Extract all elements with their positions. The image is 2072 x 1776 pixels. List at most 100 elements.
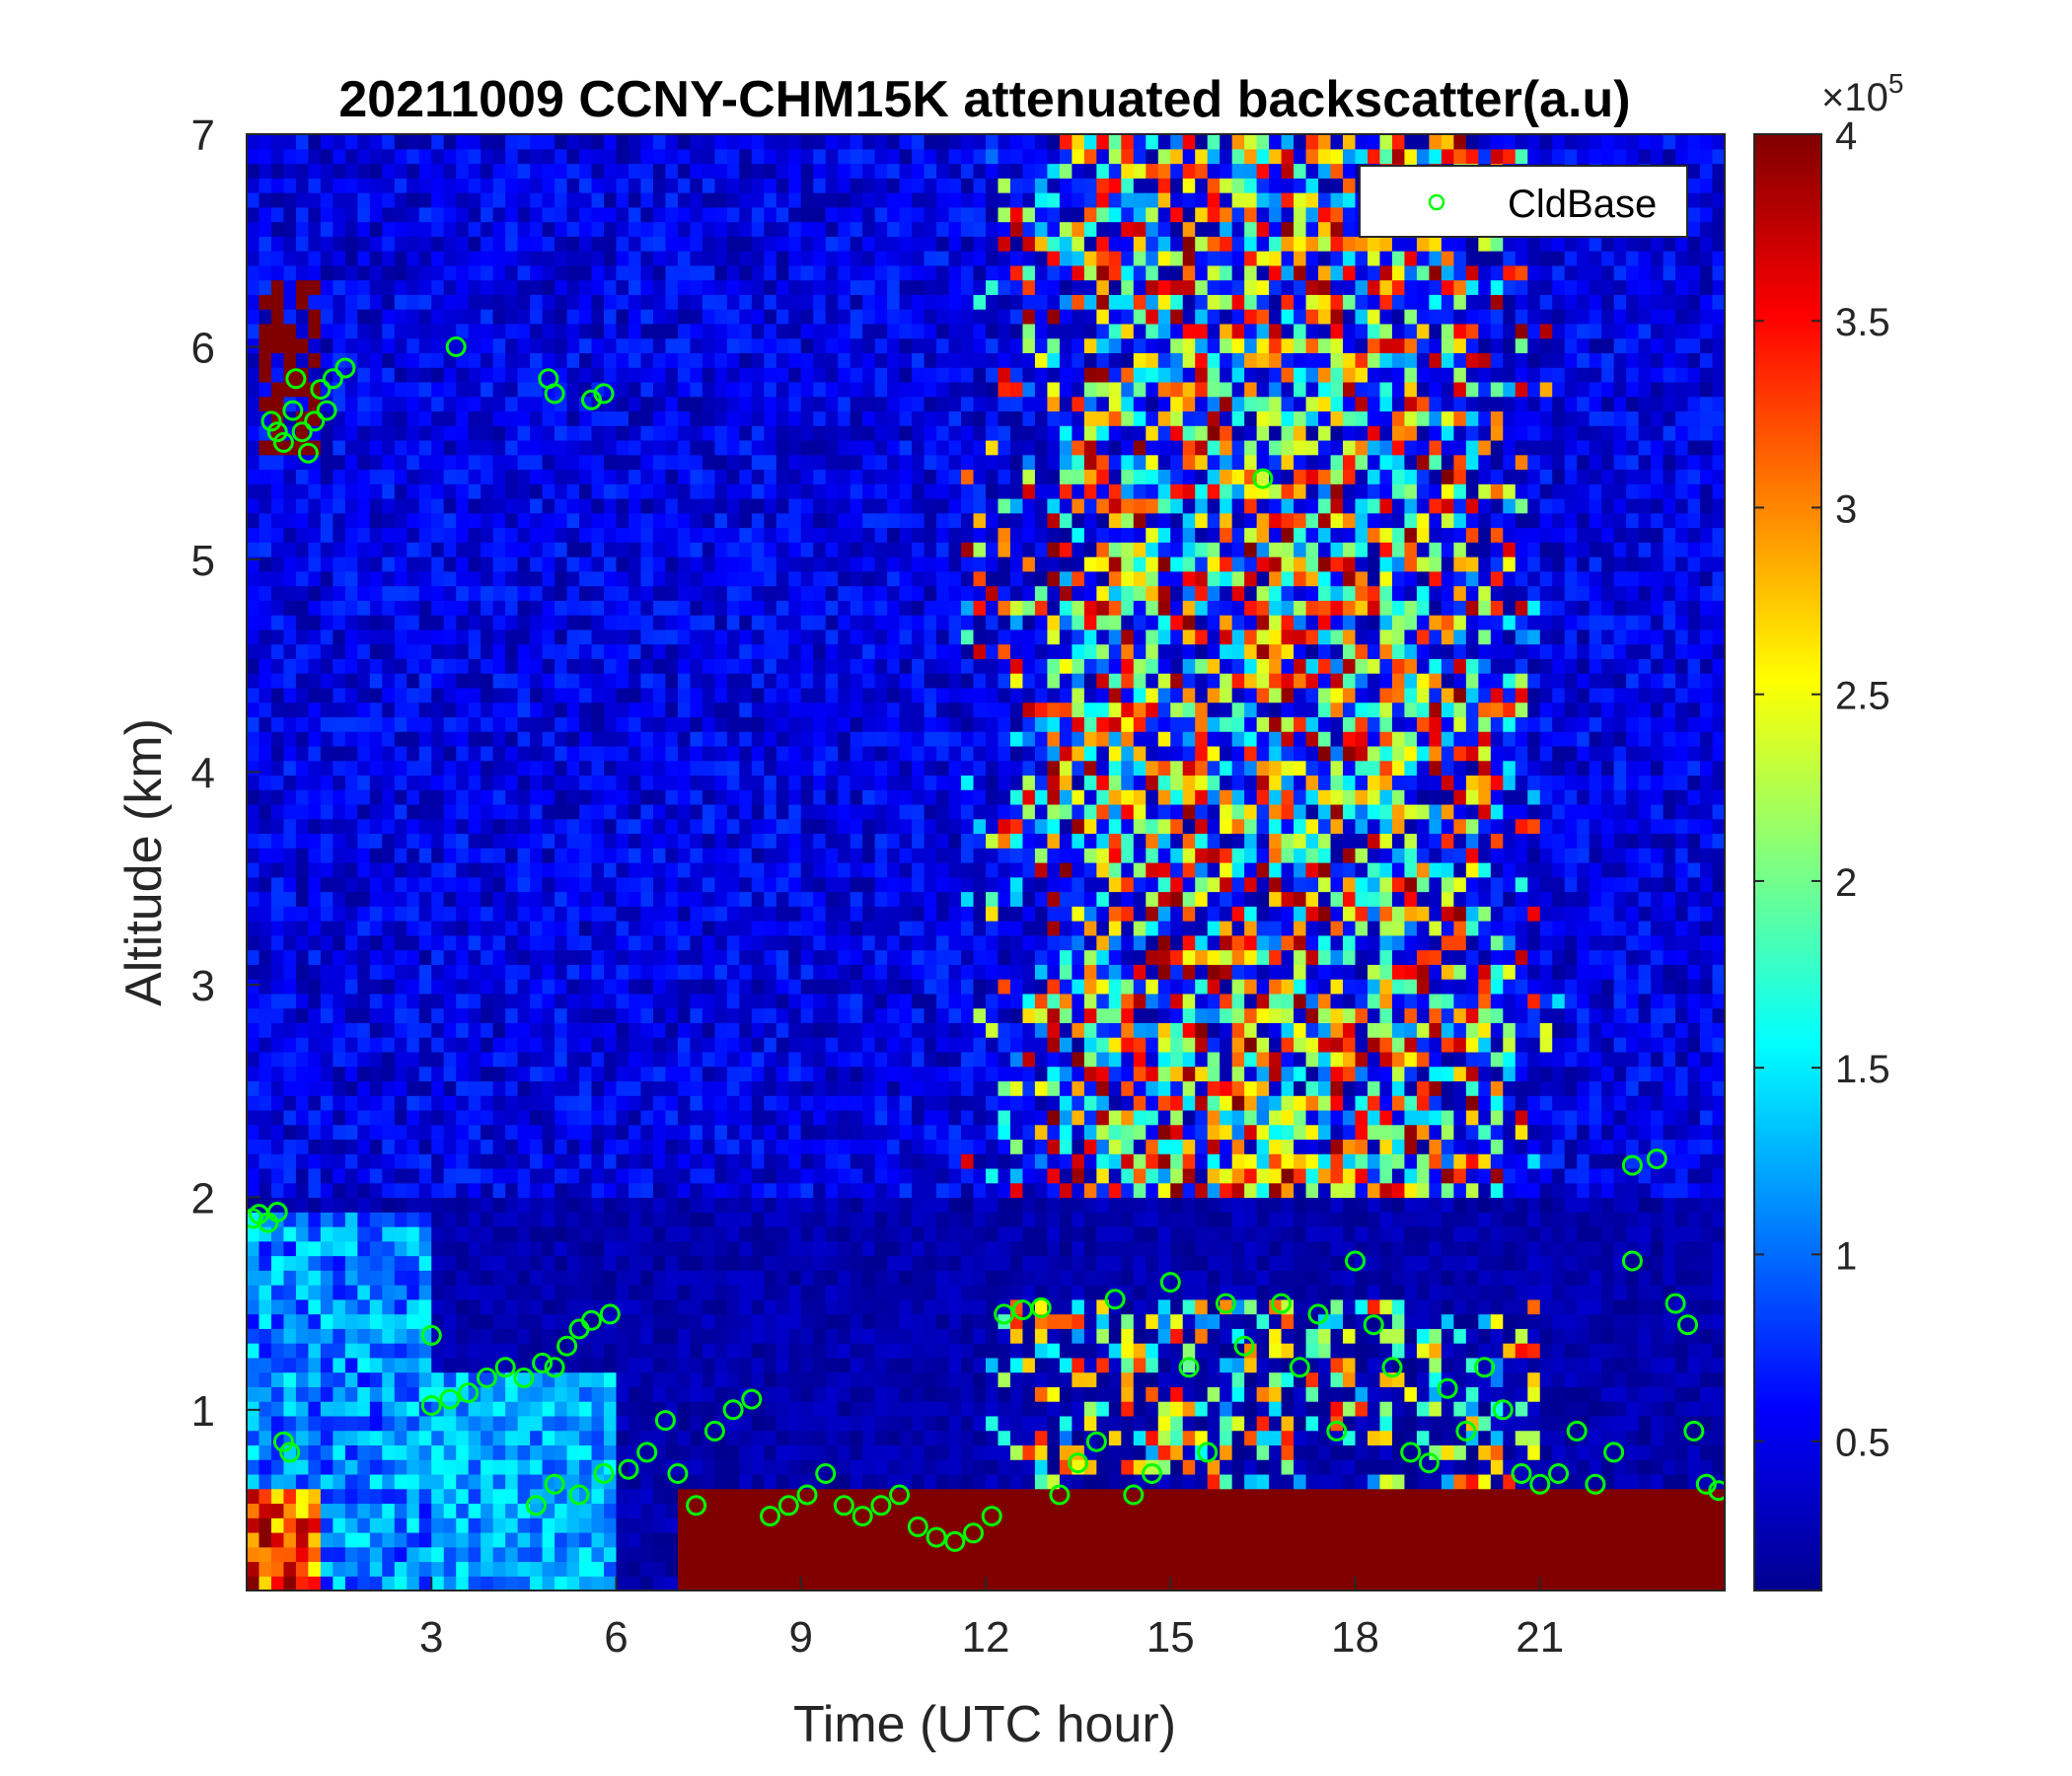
heatmap-cell xyxy=(431,585,445,601)
heatmap-cell xyxy=(850,1051,863,1068)
heatmap-cell xyxy=(776,1167,789,1184)
heatmap-cell xyxy=(295,309,310,325)
heatmap-cell xyxy=(652,585,667,601)
heatmap-cell xyxy=(616,1066,629,1081)
heatmap-cell xyxy=(838,585,851,601)
heatmap-cell xyxy=(270,1124,285,1141)
heatmap-cell xyxy=(418,323,432,339)
heatmap-cell xyxy=(579,264,593,281)
heatmap-cell xyxy=(702,1226,715,1242)
heatmap-cell xyxy=(283,1576,297,1591)
heatmap-cell xyxy=(418,585,432,601)
heatmap-cell xyxy=(320,1109,333,1126)
heatmap-cell xyxy=(591,1270,605,1286)
heatmap-cell xyxy=(665,337,679,353)
heatmap-cell xyxy=(739,760,753,777)
heatmap-cell xyxy=(407,833,420,849)
heatmap-cell xyxy=(283,1343,297,1359)
heatmap-cell xyxy=(751,1343,765,1359)
heatmap-cell xyxy=(665,1212,679,1227)
heatmap-cell xyxy=(838,1182,851,1199)
heatmap-cell xyxy=(505,1255,519,1271)
heatmap-cell xyxy=(382,803,396,820)
heatmap-cell xyxy=(369,294,383,310)
heatmap-cell xyxy=(505,454,519,471)
heatmap-cell xyxy=(616,1357,629,1373)
heatmap-cell xyxy=(468,396,481,412)
heatmap-cell xyxy=(604,615,618,630)
heatmap-cell xyxy=(751,600,765,616)
heatmap-cell xyxy=(640,1022,654,1038)
heatmap-cell xyxy=(443,381,457,398)
heatmap-cell xyxy=(566,410,580,426)
heatmap-cell xyxy=(295,803,310,820)
heatmap-cell xyxy=(652,906,667,922)
heatmap-cell xyxy=(407,148,420,165)
heatmap-cell xyxy=(369,381,383,398)
heatmap-cell xyxy=(739,1153,753,1169)
heatmap-cell xyxy=(344,891,358,907)
heatmap-cell xyxy=(295,556,310,572)
heatmap-cell xyxy=(714,396,728,412)
heatmap-cell xyxy=(579,1517,593,1533)
heatmap-cell xyxy=(407,1066,420,1081)
heatmap-cell xyxy=(418,396,432,412)
heatmap-cell xyxy=(344,921,358,936)
heatmap-cell xyxy=(418,1415,432,1432)
heatmap-cell xyxy=(751,673,765,689)
heatmap-cell xyxy=(492,1270,506,1286)
heatmap-cell xyxy=(456,1153,470,1169)
heatmap-cell xyxy=(800,1167,814,1184)
heatmap-cell xyxy=(677,251,691,266)
heatmap-cell xyxy=(813,279,827,295)
heatmap-cell xyxy=(295,425,310,441)
heatmap-cell xyxy=(517,279,531,295)
heatmap-cell xyxy=(357,1285,371,1300)
heatmap-cell xyxy=(357,1415,371,1432)
heatmap-cell xyxy=(270,163,285,179)
heatmap-cell xyxy=(640,570,654,587)
heatmap-cell xyxy=(344,1153,358,1169)
heatmap-cell xyxy=(714,1037,728,1053)
heatmap-cell xyxy=(270,687,285,703)
heatmap-cell xyxy=(566,1167,580,1184)
heatmap-cell xyxy=(456,818,470,835)
heatmap-cell xyxy=(270,934,285,951)
heatmap-cell xyxy=(764,1080,777,1096)
heatmap-cell xyxy=(456,1430,470,1445)
heatmap-cell xyxy=(407,629,420,645)
heatmap-cell xyxy=(369,396,383,412)
heatmap-cell xyxy=(579,760,593,777)
heatmap-cell xyxy=(382,921,396,936)
heatmap-cell xyxy=(652,439,667,456)
heatmap-cell xyxy=(726,527,740,543)
heatmap-cell xyxy=(579,891,593,907)
heatmap-cell xyxy=(764,469,777,484)
heatmap-cell xyxy=(813,934,827,951)
heatmap-cell xyxy=(825,1153,839,1169)
heatmap-cell xyxy=(542,483,555,499)
heatmap-cell xyxy=(751,1415,765,1432)
heatmap-cell xyxy=(247,206,260,223)
heatmap-cell xyxy=(825,862,839,878)
heatmap-cell xyxy=(492,891,506,907)
heatmap-cell xyxy=(443,1546,457,1563)
heatmap-cell xyxy=(283,891,297,907)
heatmap-cell xyxy=(270,352,285,368)
heatmap-cell xyxy=(726,148,740,165)
heatmap-cell xyxy=(788,673,802,689)
heatmap-cell xyxy=(566,134,580,150)
heatmap-cell xyxy=(295,1285,310,1300)
heatmap-cell xyxy=(542,469,555,484)
heatmap-cell xyxy=(850,658,863,674)
heatmap-cell xyxy=(369,483,383,499)
heatmap-cell xyxy=(443,949,457,965)
heatmap-cell xyxy=(788,1401,802,1417)
heatmap-cell xyxy=(259,337,272,353)
heatmap-cell xyxy=(616,221,629,237)
heatmap-cell xyxy=(259,236,272,252)
heatmap-cell xyxy=(443,775,457,790)
heatmap-cell xyxy=(726,1561,740,1577)
heatmap-cell xyxy=(344,410,358,426)
heatmap-cell xyxy=(505,1037,519,1053)
